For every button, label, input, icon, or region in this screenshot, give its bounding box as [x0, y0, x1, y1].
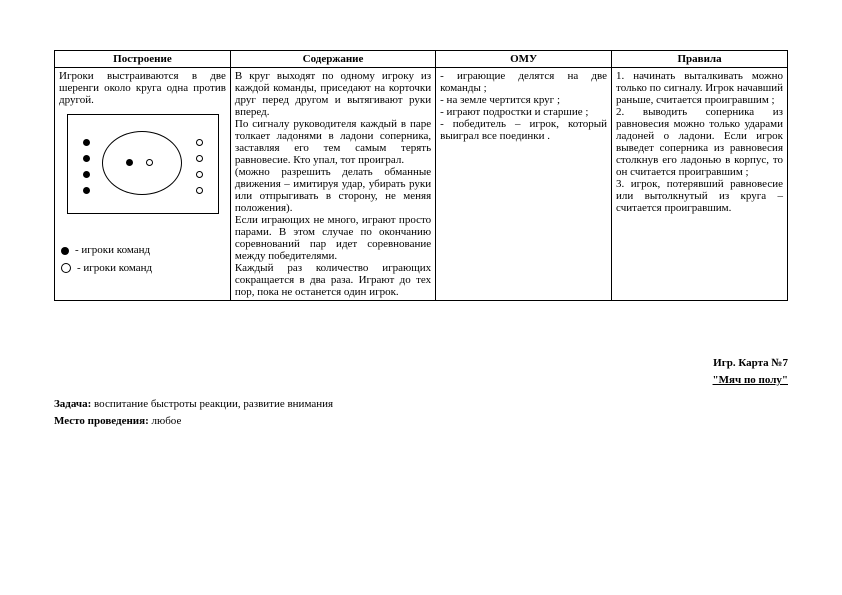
task-block: Задача: воспитание быстроты реакции, раз…	[54, 396, 788, 429]
hollow-dot-icon	[196, 187, 203, 194]
header-3: ОМУ	[436, 51, 612, 68]
legend-hollow-text: - игроки команд	[77, 260, 152, 278]
task-line: Задача: воспитание быстроты реакции, раз…	[54, 396, 788, 413]
legend-filled: - игроки команд	[61, 242, 226, 260]
task-label: Задача:	[54, 398, 91, 410]
header-4: Правила	[612, 51, 788, 68]
formation-diagram	[67, 114, 217, 214]
card-number: Игр. Карта №7	[54, 355, 788, 372]
place-line: Место проведения: любое	[54, 413, 788, 430]
header-2: Содержание	[230, 51, 435, 68]
cell-rules: 1. начинать выталкивать можно только по …	[612, 68, 788, 301]
place-label: Место проведения:	[54, 415, 149, 427]
legend: - игроки команд - игроки команд	[59, 242, 226, 277]
legend-hollow: - игроки команд	[61, 260, 226, 278]
main-table: Построение Содержание ОМУ Правила Игроки…	[54, 50, 788, 301]
cell-omu: - играющие делятся на две команды ; - на…	[436, 68, 612, 301]
filled-dot-icon	[83, 139, 90, 146]
place-text: любое	[152, 415, 182, 427]
filled-dot-icon	[83, 155, 90, 162]
legend-filled-text: - игроки команд	[75, 242, 150, 260]
cell-formation: Игроки выстраиваются в две шеренги около…	[55, 68, 231, 301]
hollow-dot-icon	[196, 139, 203, 146]
task-text: воспитание быстроты реакции, развитие вн…	[94, 398, 333, 410]
cell-content: В круг выходят по одному игроку из каждо…	[230, 68, 435, 301]
hollow-dot-icon	[61, 263, 71, 273]
body-row: Игроки выстраиваются в две шеренги около…	[55, 68, 788, 301]
card-title-block: Игр. Карта №7 "Мяч по полу"	[54, 355, 788, 388]
hollow-dot-icon	[196, 171, 203, 178]
formation-text: Игроки выстраиваются в две шеренги около…	[59, 70, 226, 106]
filled-dot-icon	[83, 187, 90, 194]
circle-icon	[102, 131, 182, 195]
header-row: Построение Содержание ОМУ Правила	[55, 51, 788, 68]
header-1: Построение	[55, 51, 231, 68]
card-game-name: "Мяч по полу"	[54, 372, 788, 389]
hollow-dot-icon	[196, 155, 203, 162]
filled-dot-icon	[61, 247, 69, 255]
filled-dot-icon	[83, 171, 90, 178]
